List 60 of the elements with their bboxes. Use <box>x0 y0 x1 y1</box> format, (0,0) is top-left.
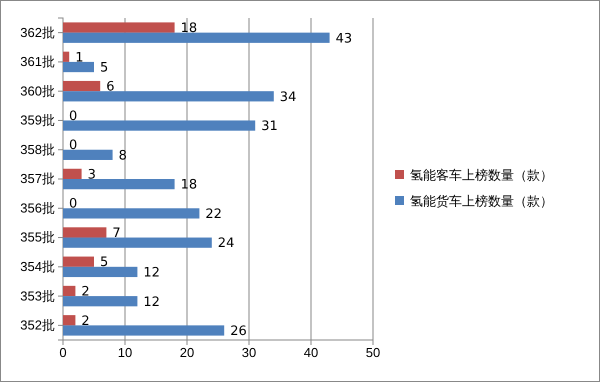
bar <box>63 238 212 248</box>
data-label: 5 <box>100 60 108 76</box>
x-tick-label: 40 <box>304 345 318 360</box>
data-label: 12 <box>143 294 160 310</box>
bar <box>63 266 138 278</box>
bar <box>63 315 76 326</box>
data-label: 24 <box>218 236 234 252</box>
data-label: 6 <box>106 80 114 95</box>
data-label: 2 <box>81 284 90 300</box>
bar <box>63 52 70 62</box>
data-label: 22 <box>205 206 222 222</box>
y-tick-label: 359批 <box>20 112 55 128</box>
bar <box>63 22 175 33</box>
data-label: 31 <box>261 119 278 134</box>
data-label: 5 <box>100 255 108 270</box>
data-label: 43 <box>336 31 352 46</box>
y-tick-label: 352批 <box>20 318 55 333</box>
data-label: 2 <box>81 314 90 329</box>
bar <box>63 325 224 336</box>
legend-label: 氢能货车上榜数量（款） <box>410 194 553 210</box>
data-label: 0 <box>69 138 78 154</box>
bar <box>63 256 94 267</box>
x-tick-label: 0 <box>59 345 67 360</box>
y-tick-label: 353批 <box>20 288 55 304</box>
bar <box>63 91 274 102</box>
bar <box>63 80 100 92</box>
bar <box>63 150 113 160</box>
bar <box>63 208 200 219</box>
legend-label: 氢能客车上榜数量（款） <box>410 168 553 184</box>
y-tick-label: 358批 <box>20 142 55 157</box>
y-tick-label: 356批 <box>20 200 55 216</box>
data-label: 26 <box>230 324 247 340</box>
bar <box>63 120 256 131</box>
bar <box>63 179 175 190</box>
data-label: 0 <box>69 108 78 124</box>
bar <box>63 227 106 238</box>
y-tick-label: 361批 <box>20 54 55 70</box>
bar <box>63 62 94 72</box>
bar <box>63 296 138 306</box>
x-tick-label: 20 <box>180 345 194 360</box>
data-label: 3 <box>88 167 96 182</box>
y-tick-label: 360批 <box>20 83 55 98</box>
data-label: 18 <box>180 21 198 36</box>
bar <box>63 286 76 296</box>
x-tick-label: 10 <box>118 345 132 360</box>
data-label: 34 <box>280 90 296 105</box>
x-tick-label: 50 <box>366 345 380 360</box>
bar <box>63 32 330 43</box>
data-label: 8 <box>118 148 127 164</box>
data-label: 7 <box>112 226 121 241</box>
y-tick-label: 362批 <box>20 24 55 40</box>
data-label: 0 <box>69 196 78 212</box>
bar <box>63 168 82 179</box>
data-label: 18 <box>180 178 198 193</box>
data-label: 12 <box>143 265 160 280</box>
y-tick-label: 355批 <box>20 230 55 245</box>
x-tick-label: 30 <box>242 345 256 360</box>
y-tick-label: 357批 <box>20 171 55 186</box>
data-label: 1 <box>75 50 84 66</box>
y-tick-label: 354批 <box>20 258 55 274</box>
